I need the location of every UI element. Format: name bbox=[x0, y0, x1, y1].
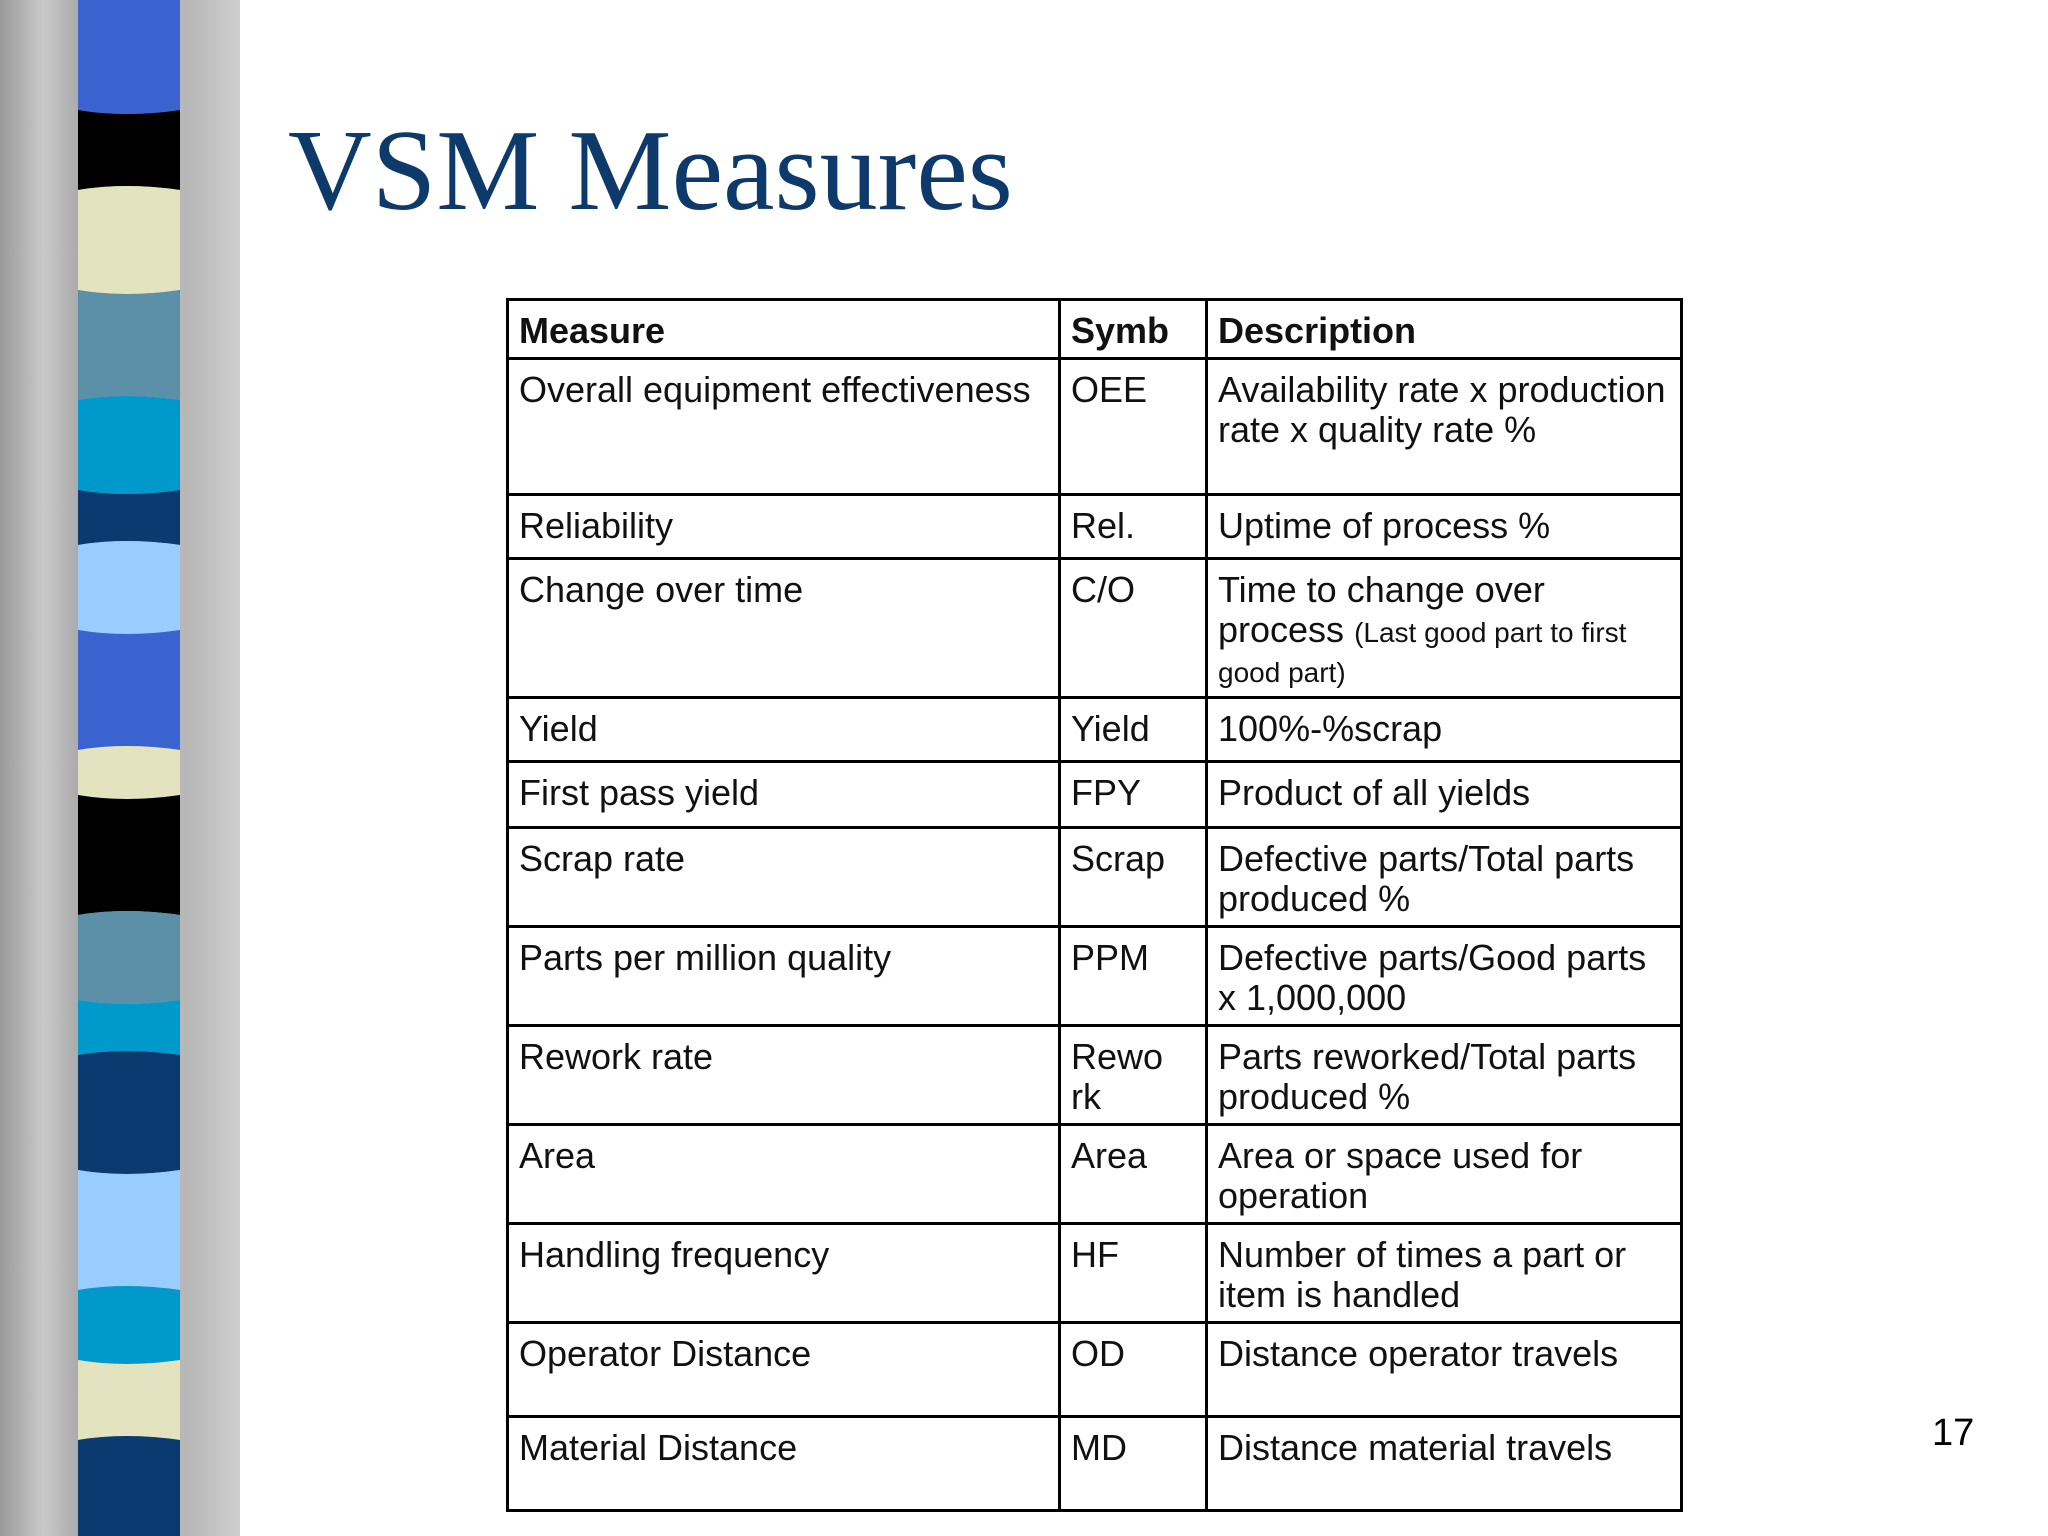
band-stripe bbox=[78, 1170, 180, 1290]
description-cell: Defective parts/Total parts produced % bbox=[1205, 826, 1683, 928]
measures-table: Measure Symb Description Overall equipme… bbox=[506, 298, 1683, 1512]
band-stripe bbox=[78, 186, 180, 294]
description-cell: Distance operator travels bbox=[1205, 1321, 1683, 1418]
table-row: Reliability Rel. Uptime of process % bbox=[506, 493, 1683, 560]
measure-cell: Handling frequency bbox=[506, 1222, 1061, 1324]
description-cell: Parts reworked/Total parts produced % bbox=[1205, 1024, 1683, 1126]
symbol-cell: HF bbox=[1058, 1222, 1208, 1324]
band-stripe bbox=[78, 911, 180, 1004]
table-row: Overall equipment effectiveness OEE Avai… bbox=[506, 357, 1683, 496]
description-cell: Uptime of process % bbox=[1205, 493, 1683, 560]
slide-number: 17 bbox=[1932, 1412, 1975, 1454]
header-symbol: Symb bbox=[1058, 298, 1208, 360]
measure-cell: Change over time bbox=[506, 557, 1061, 699]
description-text: Time to change over process bbox=[1218, 569, 1545, 650]
table-row: Parts per million quality PPM Defective … bbox=[506, 925, 1683, 1027]
decorative-side-band bbox=[0, 0, 240, 1536]
band-stripe bbox=[78, 290, 180, 400]
measure-cell: Scrap rate bbox=[506, 826, 1061, 928]
measure-cell: Material Distance bbox=[506, 1415, 1061, 1512]
band-stripe bbox=[78, 1000, 180, 1055]
symbol-cell: OD bbox=[1058, 1321, 1208, 1418]
description-cell: Number of times a part or item is handle… bbox=[1205, 1222, 1683, 1324]
description-cell: 100%-%scrap bbox=[1205, 696, 1683, 763]
measure-cell: Parts per million quality bbox=[506, 925, 1061, 1027]
band-stripe bbox=[78, 1051, 180, 1174]
symbol-cell: Rewo rk bbox=[1058, 1024, 1208, 1126]
description-cell: Availability rate x production rate x qu… bbox=[1205, 357, 1683, 496]
table-row: Handling frequency HF Number of times a … bbox=[506, 1222, 1683, 1324]
band-stripe bbox=[78, 396, 180, 494]
measure-cell: Operator Distance bbox=[506, 1321, 1061, 1418]
band-stripe bbox=[78, 1436, 180, 1536]
band-stripe bbox=[78, 1286, 180, 1364]
measure-cell: Overall equipment effectiveness bbox=[506, 357, 1061, 496]
symbol-cell: C/O bbox=[1058, 557, 1208, 699]
slide-title: VSM Measures bbox=[288, 107, 1013, 235]
symbol-cell: Scrap bbox=[1058, 826, 1208, 928]
measure-cell: Reliability bbox=[506, 493, 1061, 560]
measure-cell: Yield bbox=[506, 696, 1061, 763]
symbol-cell: OEE bbox=[1058, 357, 1208, 496]
description-cell: Product of all yields bbox=[1205, 760, 1683, 829]
symbol-cell: Rel. bbox=[1058, 493, 1208, 560]
symbol-cell: Yield bbox=[1058, 696, 1208, 763]
symbol-cell: MD bbox=[1058, 1415, 1208, 1512]
description-note: (Last good part to first good part) bbox=[1218, 617, 1627, 688]
measure-cell: Area bbox=[506, 1123, 1061, 1225]
table-row: Operator Distance OD Distance operator t… bbox=[506, 1321, 1683, 1418]
description-cell: Defective parts/Good parts x 1,000,000 bbox=[1205, 925, 1683, 1027]
symbol-cell: Area bbox=[1058, 1123, 1208, 1225]
table-header-row: Measure Symb Description bbox=[506, 298, 1683, 360]
band-stripe bbox=[78, 630, 180, 750]
description-cell: Distance material travels bbox=[1205, 1415, 1683, 1512]
table-row: Material Distance MD Distance material t… bbox=[506, 1415, 1683, 1512]
band-stripe bbox=[78, 795, 180, 915]
symbol-cell: PPM bbox=[1058, 925, 1208, 1027]
measure-cell: Rework rate bbox=[506, 1024, 1061, 1126]
table-row: Yield Yield 100%-%scrap bbox=[506, 696, 1683, 763]
table-row: Change over time C/O Time to change over… bbox=[506, 557, 1683, 699]
band-stripe bbox=[78, 541, 180, 634]
table-row: Area Area Area or space used for operati… bbox=[506, 1123, 1683, 1225]
band-stripe bbox=[78, 490, 180, 545]
table-row: Rework rate Rewo rk Parts reworked/Total… bbox=[506, 1024, 1683, 1126]
band-stripe bbox=[78, 110, 180, 190]
table-row: Scrap rate Scrap Defective parts/Total p… bbox=[506, 826, 1683, 928]
band-stripe bbox=[78, 0, 180, 114]
measure-cell: First pass yield bbox=[506, 760, 1061, 829]
band-stripe bbox=[78, 1360, 180, 1440]
header-description: Description bbox=[1205, 298, 1683, 360]
description-cell: Area or space used for operation bbox=[1205, 1123, 1683, 1225]
band-stripe bbox=[78, 746, 180, 799]
description-cell: Time to change over process (Last good p… bbox=[1205, 557, 1683, 699]
header-measure: Measure bbox=[506, 298, 1061, 360]
table-row: First pass yield FPY Product of all yiel… bbox=[506, 760, 1683, 829]
symbol-cell: FPY bbox=[1058, 760, 1208, 829]
